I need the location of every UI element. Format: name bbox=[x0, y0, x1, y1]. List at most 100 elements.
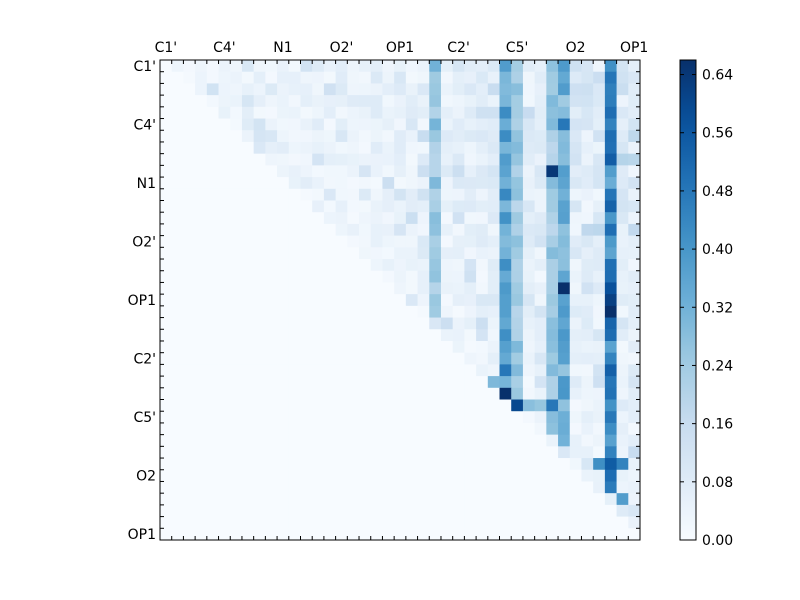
heatmap-cell bbox=[253, 340, 266, 354]
heatmap-cell bbox=[253, 458, 266, 471]
heatmap-cell bbox=[569, 340, 582, 354]
heatmap-cell bbox=[253, 247, 266, 260]
heatmap-cell bbox=[604, 200, 617, 213]
heatmap-cell bbox=[499, 83, 512, 96]
heatmap-cell bbox=[464, 130, 477, 143]
heatmap-cell bbox=[429, 481, 442, 494]
heatmap-cell bbox=[452, 247, 465, 260]
heatmap-cell bbox=[604, 294, 617, 307]
heatmap-cell bbox=[206, 165, 219, 178]
heatmap-cell bbox=[417, 177, 430, 190]
heatmap-cell bbox=[417, 481, 430, 494]
heatmap-cell bbox=[312, 141, 325, 155]
heatmap-cell bbox=[230, 329, 243, 342]
heatmap-cell bbox=[230, 528, 243, 541]
heatmap-cell bbox=[464, 411, 477, 424]
heatmap-cell bbox=[511, 212, 524, 225]
heatmap-cell bbox=[440, 305, 454, 318]
heatmap-cell bbox=[511, 469, 524, 482]
heatmap-cell bbox=[464, 177, 477, 190]
heatmap-cell bbox=[370, 188, 383, 201]
heatmap-cell bbox=[440, 364, 454, 377]
heatmap-cell bbox=[593, 106, 606, 119]
heatmap-cell bbox=[288, 481, 301, 494]
heatmap-cell bbox=[593, 95, 606, 108]
heatmap-cell bbox=[300, 153, 313, 166]
heatmap-cell bbox=[241, 247, 255, 260]
heatmap-cell bbox=[581, 387, 594, 400]
heatmap-cell bbox=[593, 200, 606, 213]
heatmap-cell bbox=[171, 340, 184, 354]
heatmap-cell bbox=[382, 504, 395, 517]
heatmap-cell bbox=[558, 282, 571, 295]
plot-ticks bbox=[159, 59, 641, 541]
heatmap-cell bbox=[183, 247, 196, 260]
heatmap-cell bbox=[277, 364, 290, 377]
heatmap-cell bbox=[417, 118, 430, 131]
heatmap-cell bbox=[464, 481, 477, 494]
heatmap-cell bbox=[604, 493, 617, 506]
heatmap-cell bbox=[569, 83, 582, 96]
heatmap-cell bbox=[265, 83, 278, 96]
heatmap-cell bbox=[593, 282, 606, 295]
heatmap-cell bbox=[300, 528, 313, 541]
heatmap-cell bbox=[558, 399, 571, 412]
heatmap-cell bbox=[230, 294, 243, 307]
heatmap-cell bbox=[394, 60, 407, 73]
heatmap-cell bbox=[382, 469, 395, 482]
heatmap-cell bbox=[171, 223, 184, 237]
heatmap-cell bbox=[394, 177, 407, 190]
heatmap-cell bbox=[569, 165, 582, 178]
heatmap-cell bbox=[581, 60, 594, 73]
heatmap-cell bbox=[405, 106, 418, 119]
heatmap-cell bbox=[312, 259, 325, 272]
heatmap-cell bbox=[604, 399, 617, 412]
heatmap-cell bbox=[499, 106, 512, 119]
heatmap-cell bbox=[253, 212, 266, 225]
heatmap-cell bbox=[323, 493, 337, 506]
heatmap-cell bbox=[312, 235, 325, 248]
heatmap-cell bbox=[558, 376, 571, 389]
heatmap-cell bbox=[277, 130, 290, 143]
heatmap-cell bbox=[382, 434, 395, 447]
heatmap-cell bbox=[511, 235, 524, 248]
heatmap-cell bbox=[335, 247, 348, 260]
heatmap-cell bbox=[440, 177, 454, 190]
heatmap-cell bbox=[370, 528, 383, 541]
heatmap-cell bbox=[183, 387, 196, 400]
heatmap-cell bbox=[581, 165, 594, 178]
heatmap-cell bbox=[628, 165, 641, 178]
heatmap-cell bbox=[628, 458, 641, 471]
heatmap-cell bbox=[171, 387, 184, 400]
heatmap-cell bbox=[265, 141, 278, 155]
heatmap-cell bbox=[288, 469, 301, 482]
heatmap-cell bbox=[511, 223, 524, 237]
heatmap-cell bbox=[522, 212, 536, 225]
heatmap-cell bbox=[312, 446, 325, 459]
heatmap-cell bbox=[511, 493, 524, 506]
heatmap-cell bbox=[241, 376, 255, 389]
heatmap-cell bbox=[195, 481, 208, 494]
heatmap-cell bbox=[359, 177, 372, 190]
heatmap-cell bbox=[534, 130, 547, 143]
heatmap-cell bbox=[417, 422, 430, 436]
heatmap-cell bbox=[511, 411, 524, 424]
heatmap-cell bbox=[288, 130, 301, 143]
heatmap-cell bbox=[405, 71, 418, 84]
heatmap-cell bbox=[241, 235, 255, 248]
heatmap-cell bbox=[359, 446, 372, 459]
heatmap-cell bbox=[300, 352, 313, 365]
heatmap-cell bbox=[195, 188, 208, 201]
heatmap-cell bbox=[522, 153, 536, 166]
heatmap-cell bbox=[288, 282, 301, 295]
heatmap-cell bbox=[616, 493, 629, 506]
heatmap-cell bbox=[476, 106, 489, 119]
heatmap-cell bbox=[511, 270, 524, 283]
heatmap-cell bbox=[558, 317, 571, 330]
heatmap-cell bbox=[394, 165, 407, 178]
heatmap-cell bbox=[616, 177, 629, 190]
heatmap-cell bbox=[616, 399, 629, 412]
heatmap-cell bbox=[312, 294, 325, 307]
heatmap-cell bbox=[522, 481, 536, 494]
heatmap-cell bbox=[405, 188, 418, 201]
